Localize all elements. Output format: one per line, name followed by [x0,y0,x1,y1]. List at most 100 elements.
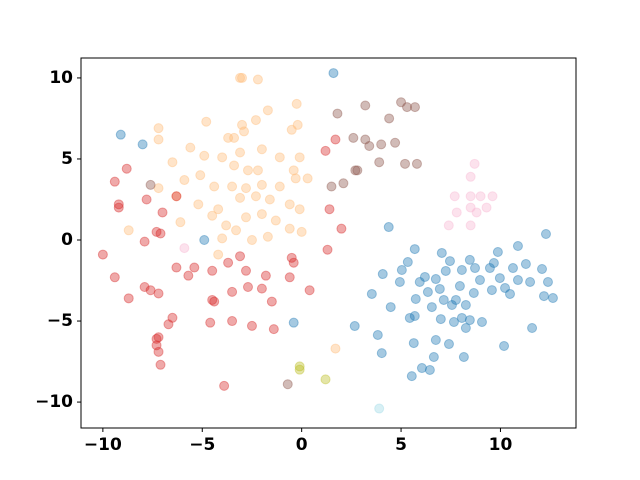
point [505,288,515,299]
point [242,282,253,293]
point [409,244,420,255]
point [451,207,462,218]
point [153,288,164,299]
point [456,264,467,275]
point [123,293,134,304]
point [404,312,415,323]
point [352,165,363,176]
point [179,175,190,186]
point [113,202,124,213]
point [475,191,486,202]
point [471,207,482,218]
point [250,191,261,202]
point [360,134,371,145]
point [304,285,315,296]
x-tick-label: 5 [395,435,407,455]
point [322,244,333,255]
point [241,265,251,276]
point [201,116,212,127]
point [443,339,454,350]
point [291,98,302,109]
point [469,158,480,169]
point [499,340,510,351]
point [256,179,267,190]
point [494,273,505,284]
point [547,293,558,304]
point [115,129,126,140]
point [141,194,152,205]
point [434,283,445,294]
point [195,170,206,181]
point [256,144,267,155]
point [390,137,401,148]
point [449,191,460,202]
point [527,323,538,334]
point [179,243,190,254]
point [330,134,341,145]
point [349,321,360,332]
point [414,276,425,287]
point [474,275,485,286]
point [430,334,441,345]
point [237,72,248,83]
point [294,361,305,372]
point [484,263,495,274]
point [446,299,457,310]
point [464,315,475,326]
point [262,105,273,116]
point [121,163,132,174]
point [500,282,511,293]
point [408,338,419,349]
point [151,340,162,351]
point [288,257,299,268]
point [217,233,228,244]
point [193,199,204,210]
point [481,202,492,213]
point [268,324,279,335]
point [440,265,451,276]
point [274,181,285,192]
point [525,276,536,287]
point [109,176,120,187]
point [364,141,375,152]
point [213,249,224,260]
point [151,226,162,237]
point [470,263,481,274]
point [185,142,196,153]
point [189,262,200,273]
point [223,132,234,143]
point [430,274,441,285]
point [465,220,476,231]
point [209,181,220,192]
point [302,173,313,184]
point [256,283,267,294]
point [284,223,295,234]
x-tick-label: 0 [296,435,308,455]
point [163,319,174,330]
point [153,123,164,134]
point [288,317,299,328]
point [153,183,164,194]
point [235,192,246,203]
point [406,371,417,382]
point [241,212,251,223]
y-tick-label: −5 [47,311,73,331]
point [227,181,238,192]
point [396,264,407,275]
point [338,178,349,189]
point [443,220,454,231]
point [372,329,383,340]
point [266,296,277,307]
point [465,171,476,182]
point [376,348,387,359]
point [385,302,396,313]
point [384,113,395,124]
point [155,359,166,370]
y-tick-label: −10 [35,392,73,412]
point [486,285,497,296]
point [286,252,297,263]
point [292,119,303,130]
point [426,302,437,313]
x-tick-label: −5 [189,435,215,455]
